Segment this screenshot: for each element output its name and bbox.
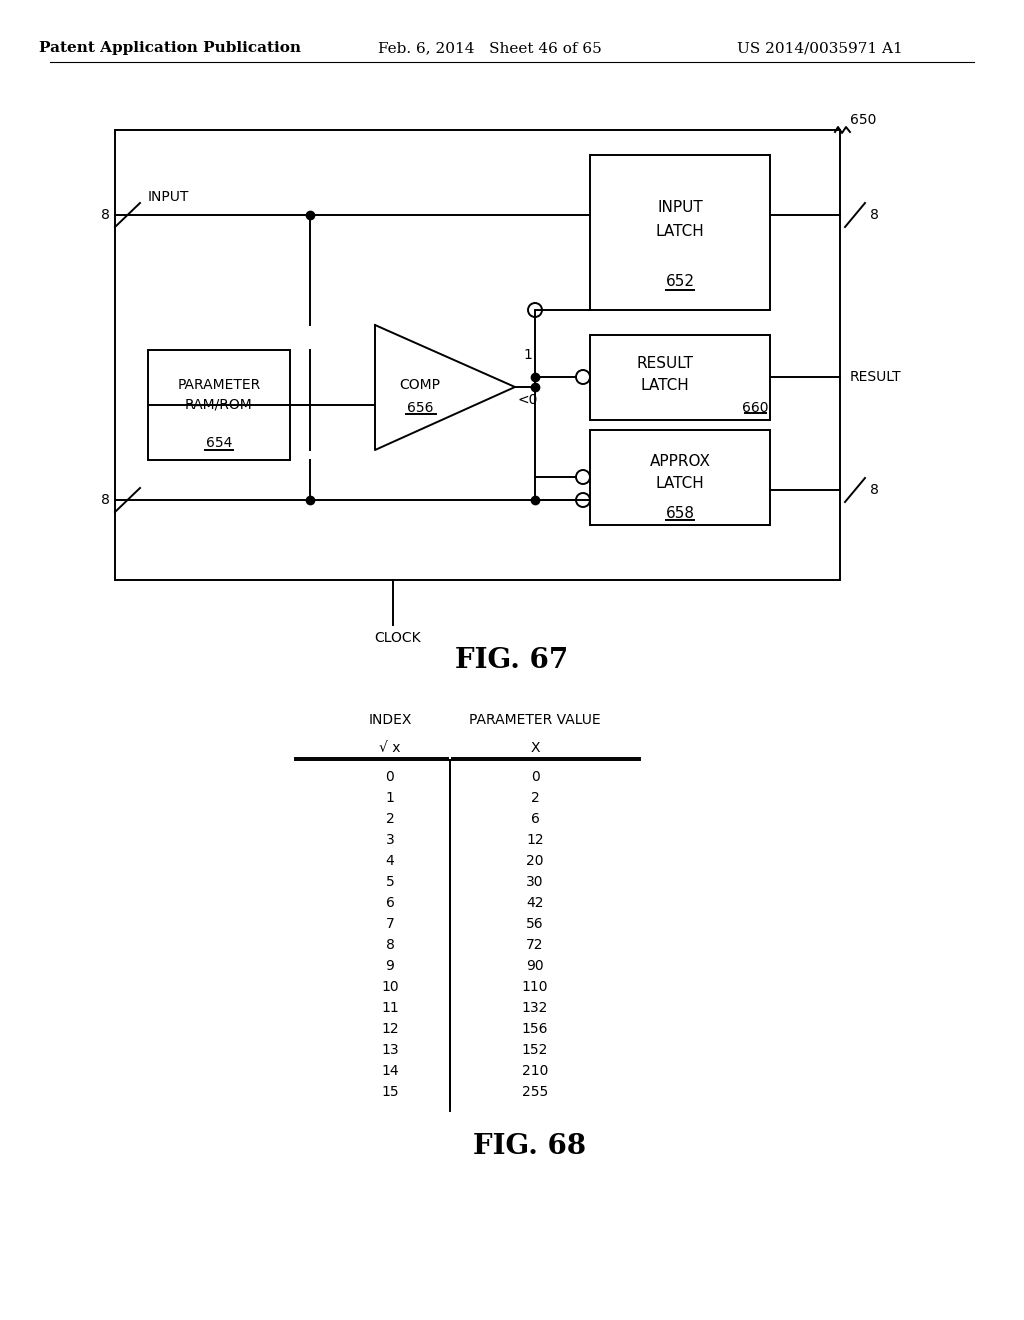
Text: 8: 8	[386, 939, 394, 952]
Text: 4: 4	[386, 854, 394, 869]
Text: <0: <0	[518, 393, 539, 407]
Text: 152: 152	[522, 1043, 548, 1057]
Text: 1: 1	[523, 348, 532, 362]
Bar	[148, 350, 290, 459]
Text: 11: 11	[381, 1001, 399, 1015]
Text: 30: 30	[526, 875, 544, 888]
Text: RAM/ROM: RAM/ROM	[185, 399, 253, 412]
Text: LATCH: LATCH	[655, 224, 705, 239]
Text: 9: 9	[386, 960, 394, 973]
Text: 13: 13	[381, 1043, 398, 1057]
Text: 210: 210	[522, 1064, 548, 1078]
Bar	[115, 129, 840, 579]
Text: 8: 8	[100, 209, 110, 222]
Text: LATCH: LATCH	[641, 379, 689, 393]
Text: Patent Application Publication: Patent Application Publication	[39, 41, 301, 55]
Text: 0: 0	[386, 770, 394, 784]
Bar	[590, 430, 770, 525]
Text: US 2014/0035971 A1: US 2014/0035971 A1	[737, 41, 903, 55]
Text: 8: 8	[100, 492, 110, 507]
Text: 654: 654	[206, 436, 232, 450]
Bar	[590, 335, 770, 420]
Text: 12: 12	[526, 833, 544, 847]
Text: 56: 56	[526, 917, 544, 931]
Text: X: X	[530, 741, 540, 755]
Text: RESULT: RESULT	[637, 355, 693, 371]
Text: 90: 90	[526, 960, 544, 973]
Text: 42: 42	[526, 896, 544, 909]
Text: LATCH: LATCH	[655, 475, 705, 491]
Text: 3: 3	[386, 833, 394, 847]
Text: 20: 20	[526, 854, 544, 869]
Text: PARAMETER: PARAMETER	[177, 378, 261, 392]
Text: 656: 656	[407, 401, 433, 414]
Text: 7: 7	[386, 917, 394, 931]
Text: 2: 2	[530, 791, 540, 805]
Text: CLOCK: CLOCK	[375, 631, 421, 645]
Text: 10: 10	[381, 979, 398, 994]
Text: 156: 156	[522, 1022, 548, 1036]
Text: 12: 12	[381, 1022, 398, 1036]
Text: 6: 6	[530, 812, 540, 826]
Text: INPUT: INPUT	[148, 190, 189, 205]
Text: PARAMETER VALUE: PARAMETER VALUE	[469, 713, 601, 727]
Text: 8: 8	[870, 209, 879, 222]
Text: 110: 110	[522, 979, 548, 994]
Text: 15: 15	[381, 1085, 398, 1100]
Text: 132: 132	[522, 1001, 548, 1015]
Text: 2: 2	[386, 812, 394, 826]
Text: Feb. 6, 2014   Sheet 46 of 65: Feb. 6, 2014 Sheet 46 of 65	[378, 41, 602, 55]
Text: 72: 72	[526, 939, 544, 952]
Text: INPUT: INPUT	[657, 199, 702, 214]
Text: 0: 0	[530, 770, 540, 784]
Text: FIG. 67: FIG. 67	[456, 647, 568, 673]
Text: 255: 255	[522, 1085, 548, 1100]
Text: 650: 650	[850, 114, 877, 127]
Text: INDEX: INDEX	[369, 713, 412, 727]
Text: RESULT: RESULT	[850, 370, 901, 384]
Text: COMP: COMP	[399, 378, 440, 392]
Bar	[590, 154, 770, 310]
Text: 660: 660	[741, 401, 768, 414]
Text: 1: 1	[386, 791, 394, 805]
Text: 8: 8	[870, 483, 879, 498]
Text: 6: 6	[386, 896, 394, 909]
Text: √ x: √ x	[379, 741, 400, 755]
Text: 658: 658	[666, 506, 694, 520]
Text: FIG. 68: FIG. 68	[473, 1133, 587, 1159]
Text: 14: 14	[381, 1064, 398, 1078]
Text: APPROX: APPROX	[649, 454, 711, 469]
Text: 5: 5	[386, 875, 394, 888]
Text: 652: 652	[666, 275, 694, 289]
